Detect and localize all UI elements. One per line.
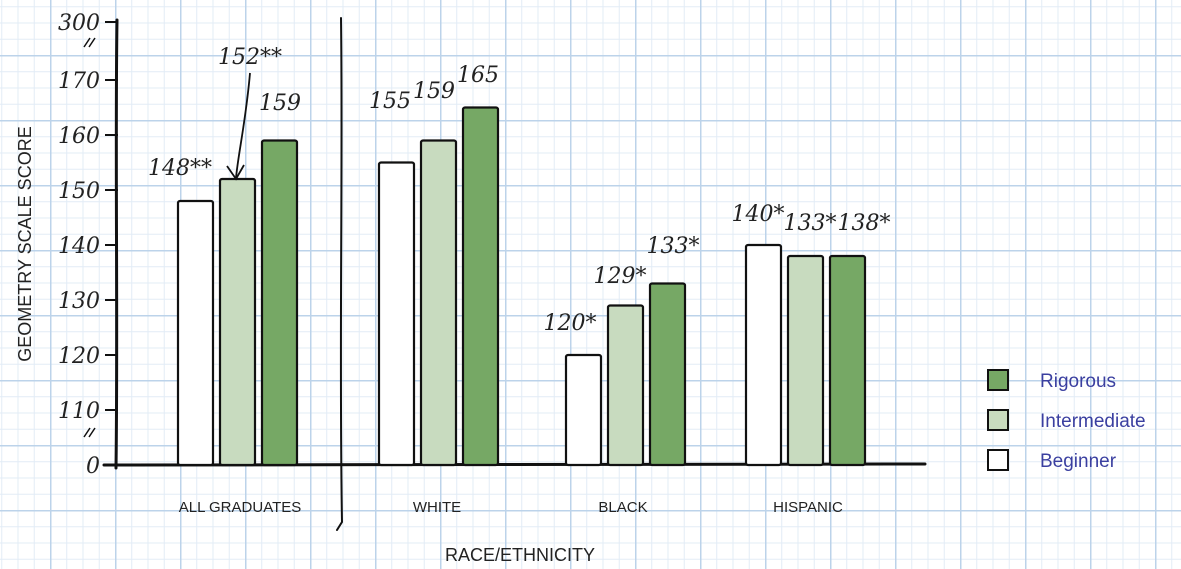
legend-label: Intermediate [1040, 411, 1146, 432]
category-label: BLACK [598, 499, 647, 516]
y-tick-label: 130 [58, 289, 100, 314]
bar-rigorous [828, 254, 867, 467]
category-label: HISPANIC [773, 499, 843, 516]
legend-label: Rigorous [1040, 371, 1116, 392]
bar-rigorous [260, 139, 299, 467]
category-label: ALL GRADUATES [179, 499, 302, 516]
value-label: 159 [259, 91, 301, 116]
value-label: 140* [732, 202, 785, 227]
bar-intermediate [218, 177, 257, 467]
value-label: 165 [457, 63, 499, 88]
y-tick-label: 110 [58, 399, 100, 424]
annotation-arrowhead [226, 164, 245, 181]
bar-rigorous [461, 106, 500, 467]
y-tick-label: 120 [58, 344, 100, 369]
legend-swatch [987, 449, 1009, 471]
legend-label: Beginner [1040, 451, 1117, 472]
value-label: 120* [544, 311, 597, 336]
axis-break-mark [83, 37, 96, 48]
x-axis-title: RACE/ETHNICITY [445, 545, 595, 565]
bar-rigorous [648, 282, 687, 467]
bar-beginner [377, 161, 416, 467]
value-label: 133* [784, 211, 837, 236]
value-labels: 148**155120*140*152**159129*133*15916513… [148, 45, 891, 336]
bar-beginner [176, 199, 215, 467]
category-label: WHITE [413, 499, 461, 516]
value-label: 129* [594, 264, 647, 289]
y-tick-label: 170 [58, 69, 100, 94]
bar-intermediate [419, 139, 458, 467]
value-label: 148** [148, 156, 212, 181]
y-tick-label: 160 [58, 124, 100, 149]
bar-intermediate [786, 254, 825, 467]
value-label: 155 [369, 89, 411, 114]
bars [176, 106, 867, 467]
value-label: 159 [413, 79, 455, 104]
legend-swatch [987, 369, 1009, 391]
divider-line [336, 17, 344, 531]
y-axis-title: GEOMETRY SCALE SCORE [15, 126, 35, 361]
y-tick-label: 150 [58, 179, 100, 204]
y-tick-label: 140 [58, 234, 100, 259]
bar-intermediate [606, 304, 645, 467]
category-labels: ALL GRADUATES WHITE BLACK HISPANIC [179, 499, 843, 516]
legend: Rigorous Intermediate Beginner [987, 369, 1146, 472]
bar-beginner [564, 353, 603, 467]
axis-break-mark [83, 427, 96, 438]
y-tick-label: 300 [58, 11, 100, 36]
value-label: 152** [218, 45, 282, 70]
bar-beginner [744, 243, 783, 467]
value-label: 133* [647, 234, 700, 259]
legend-swatch [987, 409, 1009, 431]
y-axis-line [114, 18, 119, 470]
annotation-arrow [235, 72, 251, 179]
value-label: 138* [838, 211, 891, 236]
y-tick-label: 0 [86, 454, 100, 479]
